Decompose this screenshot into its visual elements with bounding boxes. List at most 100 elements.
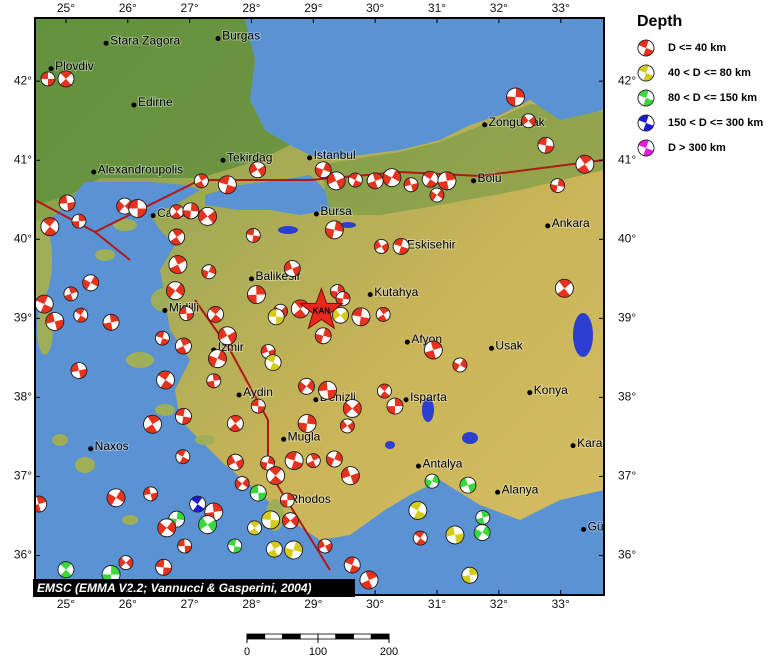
focal-mechanism xyxy=(57,561,75,579)
city-marker xyxy=(248,276,254,282)
sea-of-marmara xyxy=(205,175,330,215)
focal-mechanism xyxy=(424,473,440,489)
focal-mechanism xyxy=(201,264,217,280)
focal-mechanism xyxy=(332,306,349,324)
focal-mechanism xyxy=(207,306,224,323)
beachball-outline xyxy=(424,473,440,489)
scale-segment xyxy=(370,633,390,640)
beachball-outline xyxy=(265,540,283,558)
beachball-outline xyxy=(260,455,275,471)
legend-label: D <= 40 km xyxy=(668,42,726,54)
beachball-quadrants xyxy=(179,306,194,321)
beachball-quadrants xyxy=(638,115,654,131)
city-label: Burgas xyxy=(222,29,260,43)
focal-mechanism xyxy=(70,362,88,379)
focal-mechanism xyxy=(45,312,65,331)
lat-tick-label: 39° xyxy=(618,311,636,325)
city-marker xyxy=(495,489,501,495)
lat-tick-label: 40° xyxy=(618,231,636,245)
beachball-outline xyxy=(284,451,304,471)
beachball-quadrants xyxy=(227,539,242,553)
beachball-quadrants xyxy=(360,571,378,589)
focal-mechanism xyxy=(175,449,191,465)
focal-mechanism xyxy=(314,327,332,345)
focal-mechanism xyxy=(168,255,188,275)
focal-mechanism xyxy=(40,71,56,87)
city-label: Eskisehir xyxy=(407,237,456,251)
beachball-outline xyxy=(168,228,186,246)
focal-mechanism xyxy=(208,349,227,369)
beachball-quadrants xyxy=(169,255,186,274)
focal-mechanism xyxy=(386,397,404,415)
focal-mechanism xyxy=(177,538,193,554)
city-marker xyxy=(527,390,533,396)
beachball-outline xyxy=(452,357,468,373)
beachball-quadrants xyxy=(218,327,237,344)
focal-mechanism xyxy=(373,239,389,254)
focal-mechanism xyxy=(57,70,75,88)
beachball-outline xyxy=(377,383,392,399)
beachball-quadrants xyxy=(474,525,491,540)
focal-mechanism xyxy=(266,466,285,486)
focal-mechanism xyxy=(575,154,595,174)
beachball-quadrants xyxy=(42,217,57,236)
scale-segment xyxy=(317,633,337,640)
beachball-outline xyxy=(408,501,428,520)
beachball-quadrants xyxy=(103,314,119,331)
focal-mechanism xyxy=(282,512,299,530)
beachball-quadrants xyxy=(332,308,349,322)
beachball-quadrants xyxy=(352,307,370,326)
lon-tick-label: 27° xyxy=(181,1,199,15)
focal-mechanism xyxy=(339,418,355,434)
beachball-outline xyxy=(177,538,193,554)
epicenter-star xyxy=(298,287,344,330)
lon-tick-label: 33° xyxy=(552,1,570,15)
city-label: Aydin xyxy=(243,385,273,399)
scale-label: 100 xyxy=(309,646,327,658)
focal-mechanism xyxy=(247,520,262,536)
beachball-outline xyxy=(637,139,655,157)
beachball-outline xyxy=(245,227,261,243)
focal-mechanism xyxy=(637,114,655,132)
lat-tick-label: 39° xyxy=(14,311,32,325)
focal-mechanism xyxy=(264,354,282,372)
beachball-outline xyxy=(207,306,224,323)
focal-mechanism xyxy=(366,172,384,190)
beachball-quadrants xyxy=(476,510,490,525)
beachball-quadrants xyxy=(330,284,345,299)
beachball-outline xyxy=(179,306,194,322)
beachball-outline xyxy=(165,281,185,301)
lat-tick-label: 37° xyxy=(14,469,32,483)
city-marker xyxy=(281,436,287,442)
beachball-quadrants xyxy=(155,331,170,346)
focal-mechanism xyxy=(206,373,222,389)
focal-mechanism xyxy=(445,525,465,545)
focal-mechanism xyxy=(423,340,443,360)
beachball-quadrants xyxy=(35,496,47,513)
focal-mechanism xyxy=(234,476,250,491)
focal-mechanism xyxy=(189,495,207,513)
focal-mechanism xyxy=(73,307,89,323)
legend-label: D > 300 km xyxy=(668,142,726,154)
beachball-outline xyxy=(382,168,402,188)
city-marker xyxy=(215,36,221,42)
beachball-outline xyxy=(537,136,555,154)
beachball-quadrants xyxy=(182,202,199,219)
beachball-quadrants xyxy=(227,455,244,470)
city-label: Plovdiv xyxy=(55,59,94,73)
beachball-outline xyxy=(57,561,75,579)
lon-tick-label: 31° xyxy=(428,1,446,15)
beachball-outline xyxy=(314,161,332,179)
beachball-outline xyxy=(247,285,266,305)
beachball-quadrants xyxy=(102,565,121,584)
beachball-outline xyxy=(217,326,237,346)
beachball-quadrants xyxy=(348,173,362,187)
focal-mechanism xyxy=(392,238,410,255)
credit-box xyxy=(33,579,355,597)
beachball-outline xyxy=(298,377,315,395)
beachball-outline xyxy=(155,330,170,346)
beachball-outline xyxy=(550,178,566,193)
city-label: Alexandroupolis xyxy=(98,162,183,176)
focal-mechanism xyxy=(637,64,655,82)
